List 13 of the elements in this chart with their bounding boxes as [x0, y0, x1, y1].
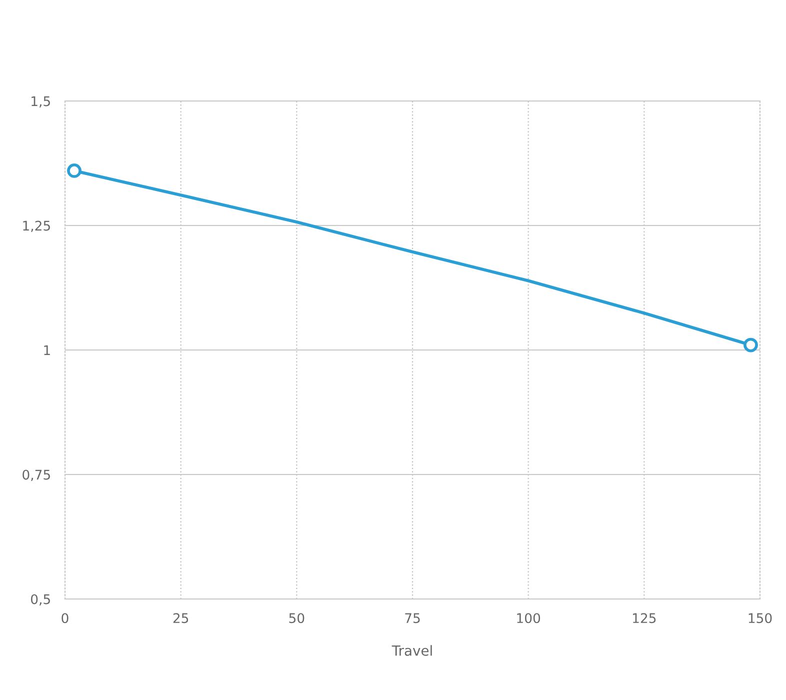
x-tick-label: 75: [405, 613, 420, 624]
x-tick-label: 50: [289, 613, 304, 624]
y-tick-label: 1: [44, 345, 50, 356]
x-tick-label: 100: [517, 613, 540, 624]
y-tick-label: 1,5: [32, 96, 50, 108]
x-tick-label: 0: [62, 613, 68, 624]
x-tick-label: 150: [748, 613, 772, 624]
y-tick-label: 0,5: [31, 594, 50, 606]
x-axis-title: Travel: [392, 645, 432, 656]
x-tick-label: 125: [633, 613, 656, 624]
y-tick-label: 0,75: [22, 470, 50, 482]
x-tick-label: 25: [173, 613, 188, 624]
y-tick-label: 1,25: [23, 220, 50, 232]
